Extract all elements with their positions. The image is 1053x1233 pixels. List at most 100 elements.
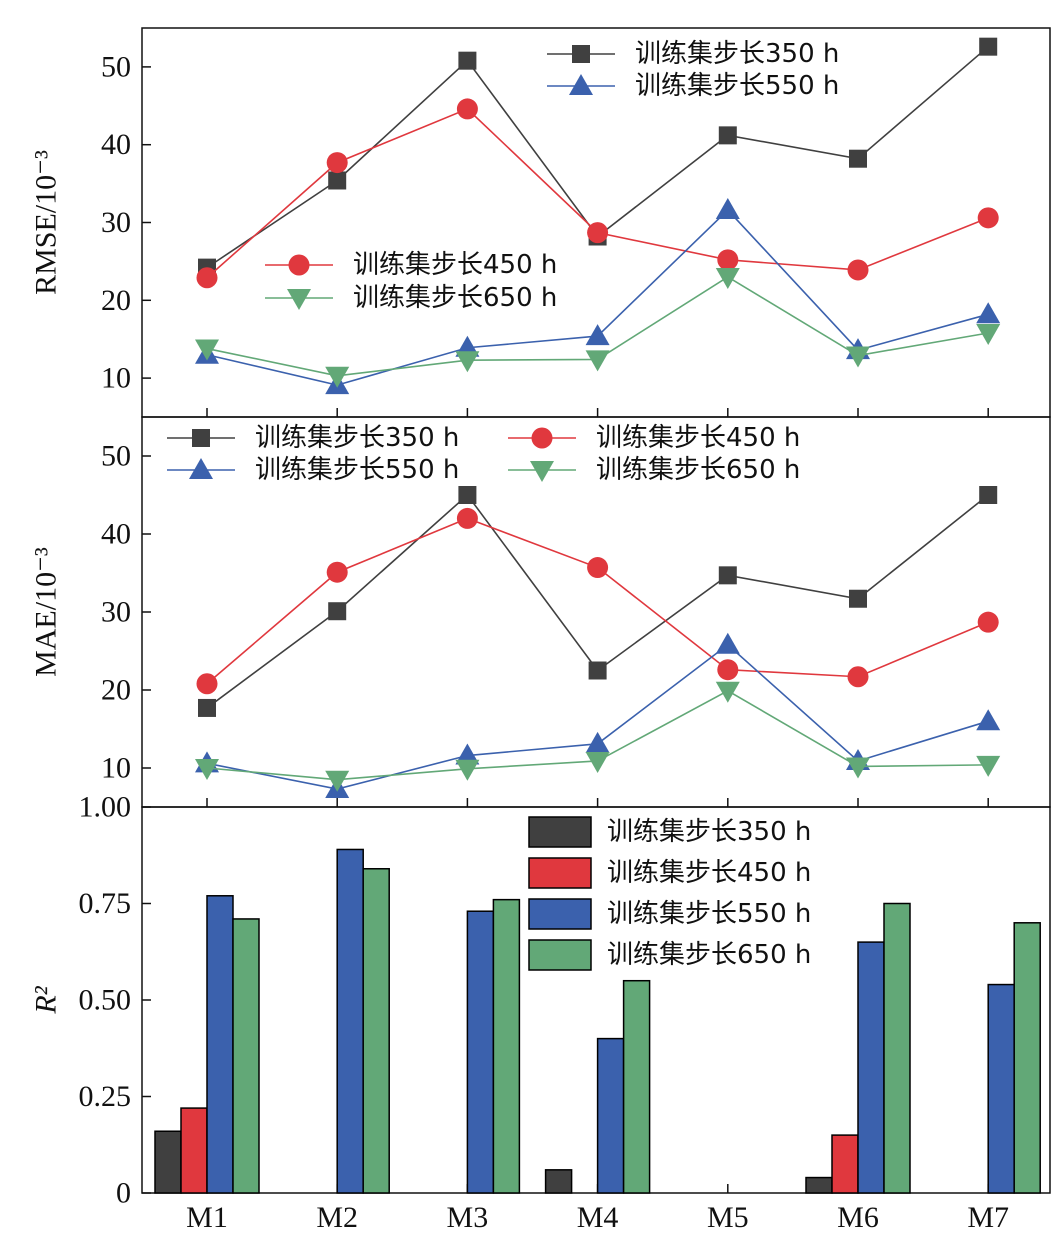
mae-point-s350 [588, 661, 607, 680]
mae-legend-marker-s350 [192, 429, 210, 447]
mae-point-s350 [979, 486, 998, 504]
rmse-legend-label-s350: 训练集步长350 h [635, 39, 839, 69]
mae-ytick-label: 20 [101, 674, 131, 707]
rmse-point-s550 [715, 198, 740, 220]
rmse-point-s450 [587, 222, 609, 244]
rmse-point-s550 [976, 302, 1001, 324]
mae-legend-marker-s650 [530, 461, 554, 482]
rmse-y-axis-label: RMSE/10⁻³ [30, 150, 63, 295]
r2-legend-swatch-s350 [528, 816, 592, 848]
rmse-ytick-label: 50 [101, 50, 131, 83]
rmse-point-s350 [849, 149, 867, 168]
r2-ytick-label: 0.50 [79, 984, 132, 1017]
rmse-point-s450 [326, 152, 348, 174]
r2-xtick-label: M2 [316, 1201, 358, 1233]
mae-legend-marker-s450 [531, 427, 553, 449]
mae-point-s450 [717, 659, 739, 681]
rmse-legend-marker-s450 [288, 254, 310, 276]
mae-point-s650 [585, 751, 610, 773]
rmse-point-s350 [458, 51, 477, 70]
rmse-point-s350 [979, 37, 998, 56]
mae-ytick-label: 30 [101, 596, 131, 629]
r2-ytick-label: 0 [116, 1177, 131, 1210]
r2-bar-s650 [622, 979, 651, 1194]
mae-ytick-label: 10 [101, 752, 131, 785]
r2-legend-label-s450: 训练集步长450 h [607, 858, 811, 888]
r2-legend-swatch-s650 [528, 939, 592, 971]
rmse-point-s650 [585, 350, 610, 372]
r2-bar-s650 [1013, 922, 1041, 1194]
rmse-point-s450 [717, 249, 739, 271]
mae-point-s350 [718, 566, 737, 585]
r2-xtick-label: M3 [447, 1201, 489, 1233]
rmse-ytick-label: 30 [101, 206, 131, 239]
rmse-ytick-label: 40 [101, 128, 131, 161]
r2-bar-s650 [232, 918, 260, 1194]
r2-legend-label-s650: 训练集步长650 h [607, 940, 811, 970]
rmse-point-s350 [718, 126, 737, 145]
r2-bar-s550 [336, 848, 364, 1194]
rmse-point-s450 [456, 98, 478, 120]
mae-point-s550 [585, 731, 610, 753]
r2-bar-s350 [805, 1176, 833, 1194]
mae-point-s450 [587, 557, 609, 579]
mae-point-s350 [328, 602, 347, 621]
mae-point-s650 [976, 755, 1001, 777]
mae-point-s450 [847, 666, 869, 688]
rmse-point-s550 [585, 324, 610, 346]
rmse-legend-label-s550: 训练集步长550 h [635, 71, 839, 101]
r2-xtick-label: M7 [967, 1201, 1009, 1233]
rmse-legend-marker-s550 [569, 74, 593, 95]
r2-bar-s450 [831, 1134, 859, 1194]
mae-point-s450 [977, 611, 999, 633]
r2-y-axis-label: R² [30, 985, 63, 1014]
r2-bar-s550 [596, 1037, 625, 1194]
mae-point-s350 [198, 698, 216, 717]
mae-point-s450 [326, 561, 348, 583]
mae-point-s450 [196, 673, 218, 695]
mae-legend-label-s650: 训练集步长650 h [596, 455, 800, 485]
rmse-point-s350 [328, 171, 347, 190]
mae-point-s550 [976, 709, 1001, 731]
r2-xtick-label: M4 [577, 1201, 619, 1233]
r2-legend-swatch-s550 [528, 898, 592, 930]
r2-bar-s350 [544, 1169, 573, 1194]
rmse-legend-label-s650: 训练集步长650 h [353, 283, 557, 313]
mae-point-s650 [715, 681, 740, 703]
mae-line-s450 [206, 517, 989, 685]
r2-ytick-label: 1.00 [79, 791, 132, 824]
mae-point-s650 [846, 757, 870, 779]
mae-legend-label-s350: 训练集步长350 h [255, 423, 459, 453]
rmse-point-s650 [455, 351, 480, 373]
rmse-point-s450 [977, 207, 999, 229]
r2-bar-s450 [180, 1107, 208, 1194]
mae-point-s650 [195, 759, 219, 780]
rmse-ytick-label: 10 [101, 362, 131, 395]
rmse-point-s650 [195, 339, 219, 361]
r2-bar-s650 [492, 898, 521, 1194]
rmse-point-s650 [846, 346, 870, 368]
rmse-legend-marker-s650 [287, 289, 311, 310]
r2-ytick-label: 0.25 [79, 1080, 132, 1113]
r2-legend-label-s350: 训练集步长350 h [607, 817, 811, 847]
rmse-legend-marker-s350 [572, 45, 590, 63]
mae-ytick-label: 50 [101, 440, 131, 473]
mae-point-s650 [455, 759, 480, 781]
rmse-line-s450 [206, 107, 989, 279]
r2-bar-s550 [206, 895, 234, 1194]
mae-y-axis-label: MAE/10⁻³ [30, 547, 63, 677]
r2-legend-swatch-s450 [528, 857, 592, 889]
r2-bar-s550 [466, 910, 495, 1194]
mae-legend-label-s550: 训练集步长550 h [255, 455, 459, 485]
rmse-point-s650 [715, 267, 740, 289]
r2-frame [141, 806, 1051, 1194]
mae-point-s450 [456, 507, 478, 529]
mae-ytick-label: 40 [101, 518, 131, 551]
mae-point-s650 [325, 770, 350, 792]
r2-legend-label-s550: 训练集步长550 h [607, 899, 811, 929]
rmse-ytick-label: 20 [101, 284, 131, 317]
rmse-point-s650 [325, 366, 350, 388]
